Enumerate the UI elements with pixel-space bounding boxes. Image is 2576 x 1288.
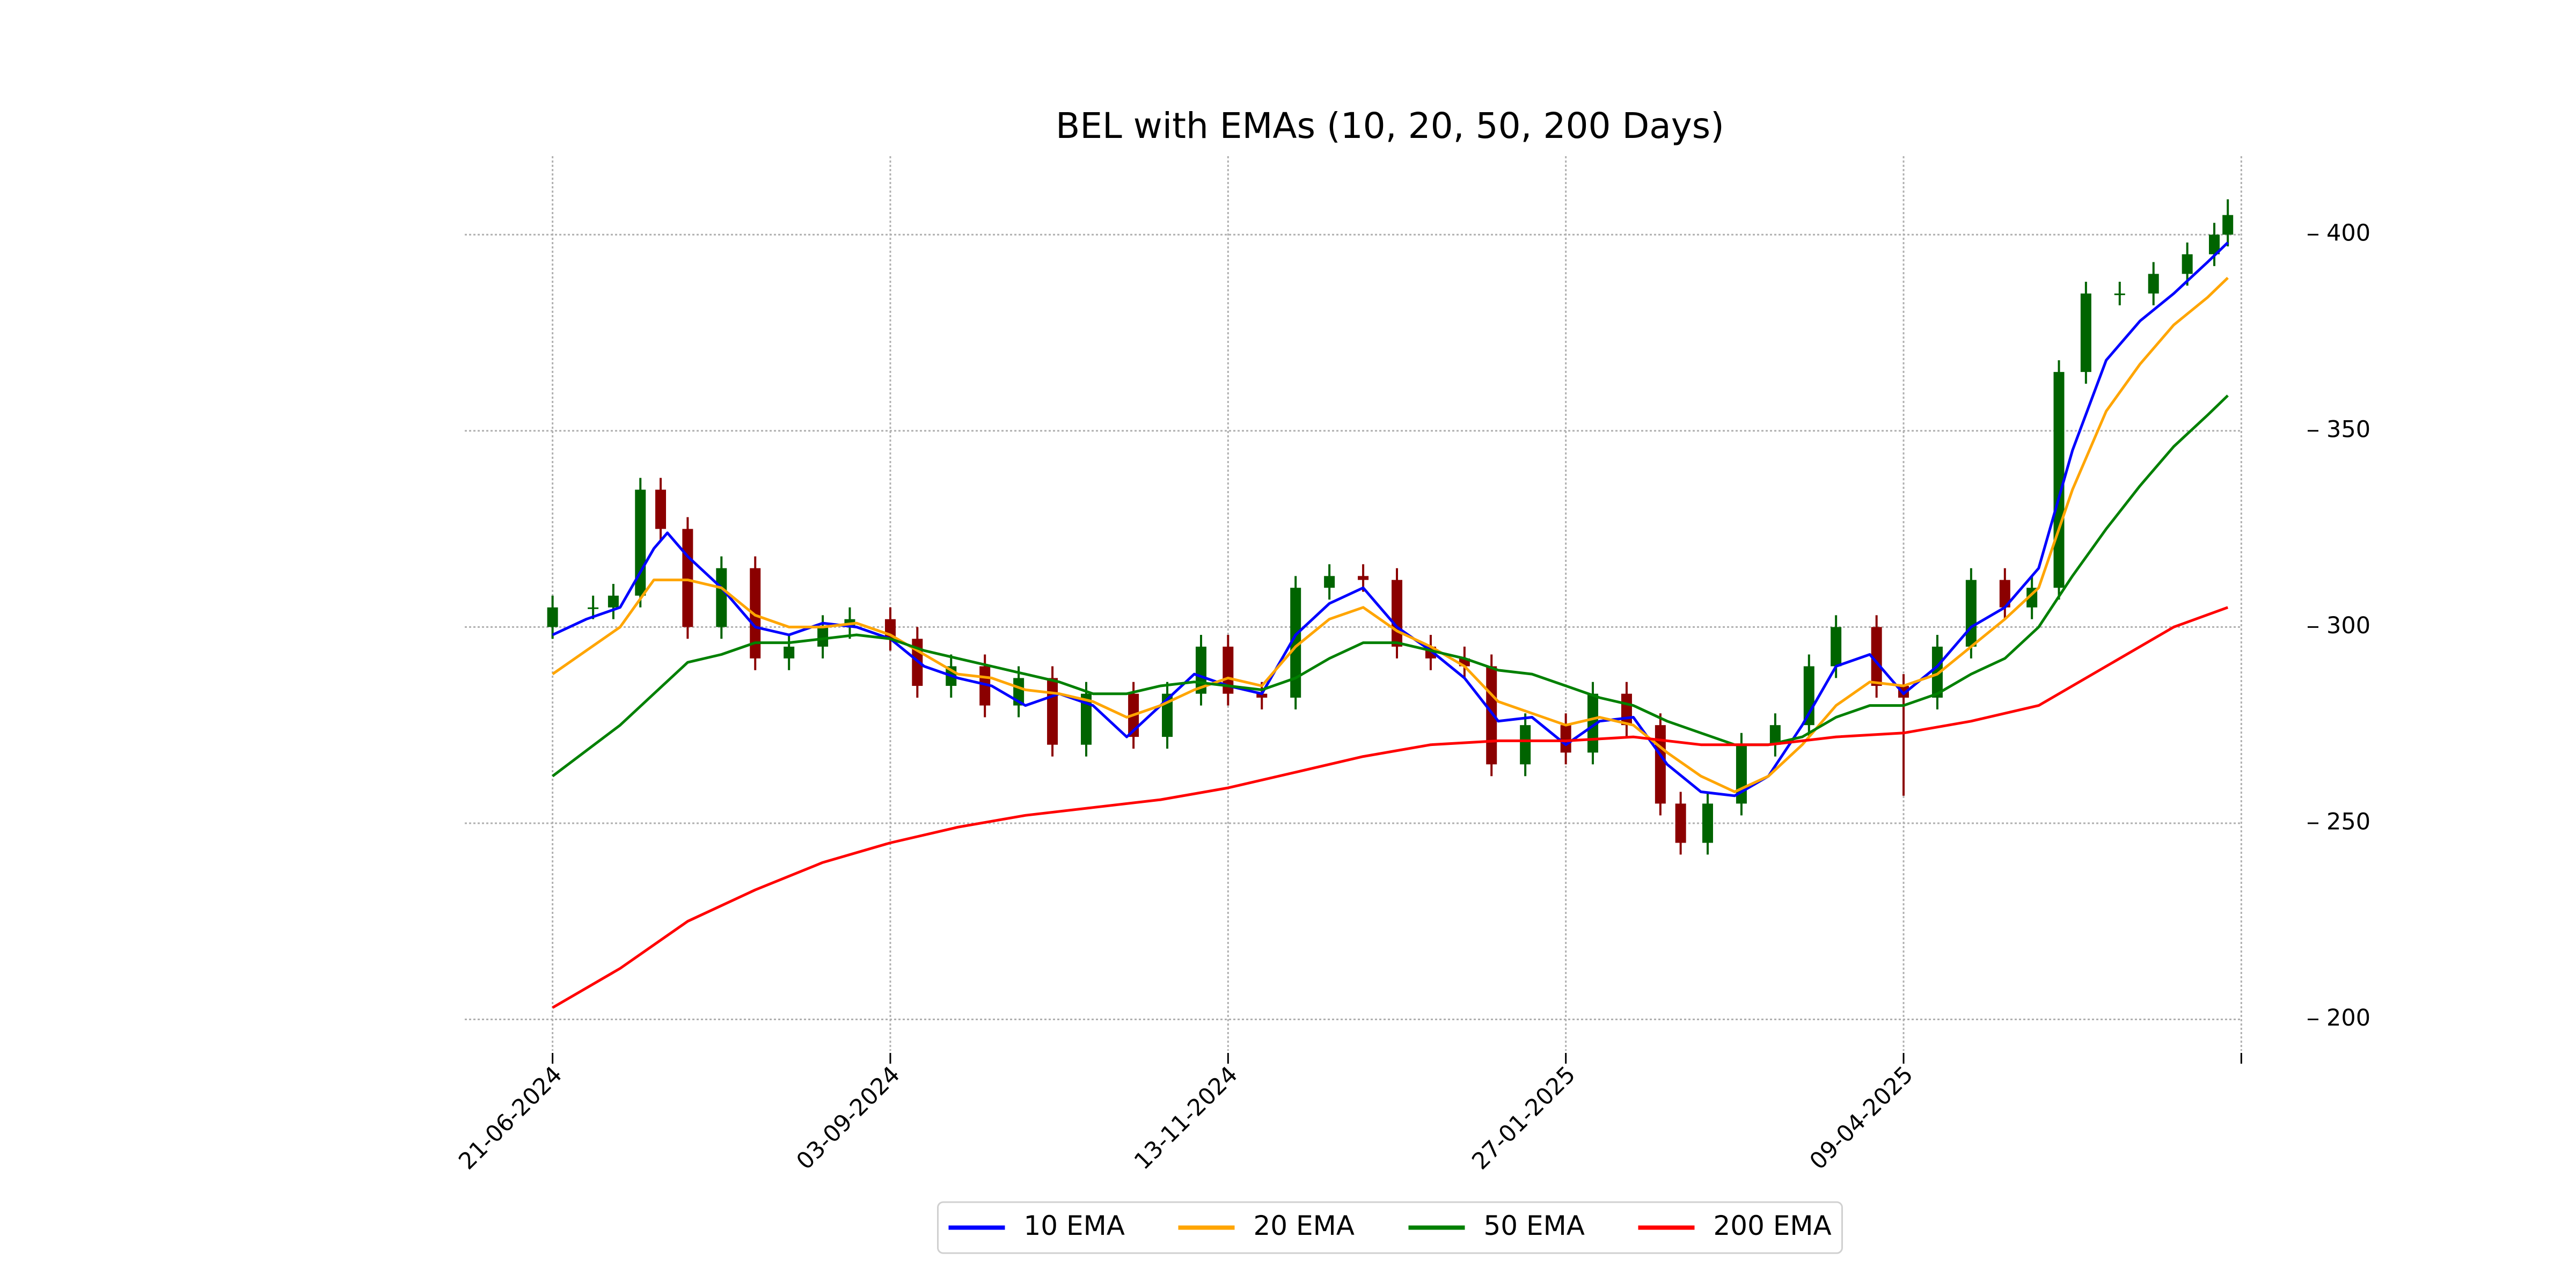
candle-body: [608, 595, 619, 608]
candle: [2222, 199, 2234, 247]
candle-body: [547, 607, 558, 627]
candle: [1081, 682, 1092, 757]
candle-body: [1871, 627, 1882, 686]
candle: [1675, 792, 1686, 855]
candle-body: [1223, 646, 1234, 694]
legend-label: 50 EMA: [1484, 1210, 1585, 1241]
y-tick-label: 350: [2326, 416, 2370, 443]
ema-line: [552, 241, 2229, 797]
candle: [2148, 262, 2159, 305]
candle: [1324, 564, 1335, 600]
candle-body: [2209, 235, 2220, 254]
candle: [1162, 682, 1173, 749]
x-tick-label: 13-11-2024: [1129, 1061, 1243, 1175]
candle: [2209, 223, 2220, 266]
candle-body: [716, 568, 727, 627]
candle-body: [1290, 588, 1301, 698]
candle: [1655, 713, 1666, 816]
legend-label: 20 EMA: [1254, 1210, 1355, 1241]
ema-line: [552, 276, 2229, 793]
candle: [588, 595, 599, 619]
candle-body: [1769, 725, 1781, 745]
candle-body: [784, 646, 795, 658]
candle-body: [1702, 803, 1713, 843]
candle: [2080, 281, 2091, 384]
candle-body: [2080, 293, 2091, 372]
y-tick-label: 400: [2326, 220, 2370, 247]
candle: [1803, 654, 1814, 737]
candle-body: [1931, 646, 1943, 698]
candle-body: [2114, 293, 2125, 295]
candle: [1520, 713, 1531, 777]
candle: [1290, 576, 1301, 709]
candle-body: [817, 627, 829, 647]
candle: [1621, 682, 1632, 737]
candle: [655, 478, 667, 541]
candle-body: [2182, 254, 2193, 274]
candle: [2114, 281, 2125, 305]
candle-body: [750, 568, 761, 658]
candle-body: [588, 607, 599, 609]
candle-body: [1803, 666, 1814, 726]
candle-body: [1392, 580, 1402, 647]
candle: [1702, 792, 1713, 855]
candle-body: [1675, 803, 1686, 843]
candle: [682, 517, 693, 639]
chart-title: BEL with EMAs (10, 20, 50, 200 Days): [1056, 105, 1724, 147]
candle: [608, 583, 619, 619]
candle-body: [655, 489, 667, 529]
legend-label: 10 EMA: [1024, 1210, 1125, 1241]
x-tick-label: 09-04-2025: [1805, 1061, 1919, 1175]
candle: [1223, 634, 1234, 706]
candle: [817, 615, 829, 658]
legend: 10 EMA 20 EMA 50 EMA 200 EMA: [937, 1201, 1843, 1254]
candle-body: [1081, 693, 1092, 745]
candle-body: [1324, 576, 1335, 588]
candle-body: [1047, 678, 1058, 745]
candle: [750, 556, 761, 670]
candle: [1931, 634, 1943, 709]
candle-body: [1621, 693, 1632, 726]
candle-body: [682, 529, 693, 627]
candle: [1999, 568, 2010, 619]
candle: [1769, 713, 1781, 757]
x-tick-label: 21-06-2024: [453, 1061, 567, 1175]
candle-body: [1256, 693, 1268, 698]
candle-body: [2148, 274, 2159, 294]
ema-line: [552, 606, 2229, 1009]
candle: [1195, 634, 1206, 706]
candle-body: [1520, 725, 1531, 765]
candle: [784, 634, 795, 670]
legend-box: [937, 1201, 1843, 1254]
candle: [1560, 713, 1571, 765]
candle-body: [1358, 576, 1369, 580]
candle: [716, 556, 727, 639]
y-tick-label: 300: [2326, 612, 2370, 639]
candle: [884, 607, 896, 651]
x-tick-label: 27-01-2025: [1467, 1061, 1580, 1175]
x-tick-label: 03-09-2024: [792, 1061, 905, 1175]
candle-body: [1831, 627, 1842, 667]
y-tick-label: 250: [2326, 808, 2370, 835]
candle: [635, 478, 646, 608]
candle-body: [1655, 725, 1666, 804]
candle-body: [1560, 725, 1571, 753]
candle-body: [1999, 580, 2010, 608]
legend-label: 200 EMA: [1714, 1210, 1832, 1241]
y-tick-label: 200: [2326, 1005, 2370, 1031]
ema-line: [552, 394, 2229, 778]
candle: [547, 595, 558, 639]
candle-body: [2222, 215, 2234, 235]
candle: [2182, 242, 2193, 286]
candle-body: [1965, 580, 1977, 647]
